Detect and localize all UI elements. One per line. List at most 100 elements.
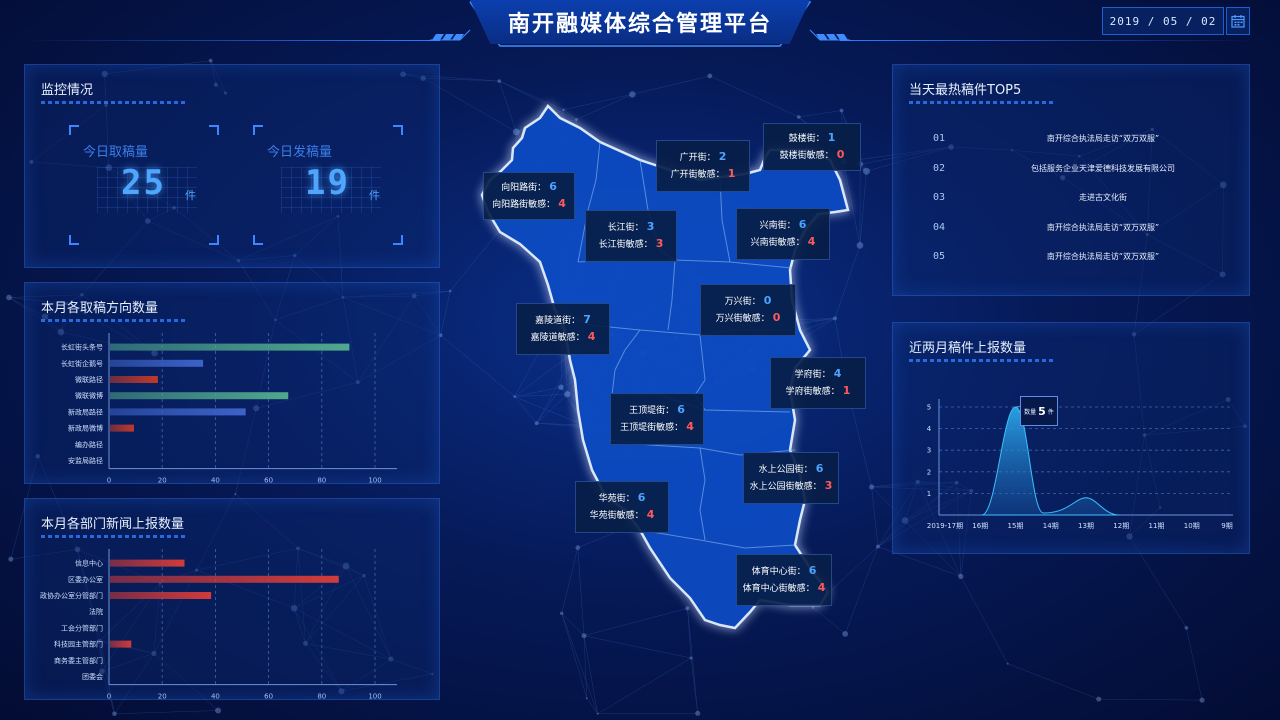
top5-item[interactable]: 03 走进古文化街 <box>893 192 1249 212</box>
x-tick-label: 100 <box>368 693 381 701</box>
map-label-sens-value: 0 <box>772 311 781 324</box>
calendar-icon[interactable] <box>1226 7 1250 35</box>
map-label-6[interactable]: 万兴街： 0 万兴街敏感： 0 <box>700 284 796 336</box>
tooltip-value: 5 <box>1038 404 1046 418</box>
y-tick-label: 3 <box>927 447 931 455</box>
bar[interactable] <box>110 392 289 400</box>
map-label-8[interactable]: 学府街： 4 学府街敏感： 1 <box>770 357 866 409</box>
y-tick-label: 1 <box>927 490 931 498</box>
bar[interactable] <box>110 359 204 367</box>
map-label-4[interactable]: 长江街： 3 长江街敏感： 3 <box>585 210 677 262</box>
map-label-name: 鼓楼街 <box>788 134 816 144</box>
category-label: 新政局路径 <box>68 407 103 416</box>
map-label-1[interactable]: 向阳路街： 6 向阳路街敏感： 4 <box>483 172 575 220</box>
bar[interactable] <box>110 559 185 567</box>
x-tick-label: 15期 <box>1008 522 1024 530</box>
x-tick-label: 11期 <box>1149 522 1165 530</box>
x-tick-label: 2019-17期 <box>927 522 963 530</box>
top5-text: 南开综合执法局走访“双万双服” <box>1046 134 1160 143</box>
map-label-sens-value: 3 <box>824 479 833 492</box>
category-label: 信息中心 <box>75 559 103 568</box>
map-label-value: 1 <box>827 131 836 144</box>
bar[interactable] <box>110 424 134 432</box>
map-label-sens-name: 兴南街敏感 <box>750 238 796 248</box>
map-label-5[interactable]: 兴南街： 6 兴南街敏感： 4 <box>736 208 830 260</box>
map-label-sens-value: 4 <box>587 330 596 343</box>
map-label-sens-value: 4 <box>686 420 694 433</box>
map-label-12[interactable]: 体育中心街： 6 体育中心街敏感： 4 <box>736 554 832 606</box>
x-tick-label: 0 <box>107 477 111 485</box>
map-label-name: 向阳路街 <box>501 183 538 193</box>
x-tick-label: 9期 <box>1221 522 1232 530</box>
tooltip-unit: 件 <box>1047 408 1054 416</box>
x-tick-label: 60 <box>264 477 273 485</box>
report-area-chart: 1 2 3 4 5 2019-17期 16期 15期 14期 13期 12期 11期 10期 9期 <box>927 399 1233 530</box>
top5-panel: 当天最热稿件TOP5 01 南开综合执法局走访“双万双服” 02 包括服务企业天津爱德… <box>892 64 1250 296</box>
today-send-unit: 件 <box>369 189 380 202</box>
today-send-label: 今日发稿量 <box>267 145 333 160</box>
map-label-name: 嘉陵道街 <box>535 316 572 326</box>
bar[interactable] <box>110 376 158 383</box>
tooltip-label: 数量 <box>1024 408 1037 416</box>
x-tick-label: 14期 <box>1043 522 1059 530</box>
top5-title: 当天最热稿件TOP5 <box>909 83 1022 98</box>
report-chart-title: 近两月稿件上报数量 <box>909 341 1027 356</box>
map-label-sens-value: 1 <box>727 167 736 180</box>
map-label-9[interactable]: 王顶堤街： 6 王顶堤街敏感： 4 <box>610 393 704 445</box>
bar[interactable] <box>110 575 339 583</box>
title-underline <box>909 359 1053 362</box>
x-tick-label: 12期 <box>1113 522 1129 530</box>
top5-item[interactable]: 05 南开综合执法局走访“双万双服” <box>893 251 1249 271</box>
map-label-11[interactable]: 华苑街： 6 华苑街敏感： 4 <box>575 481 669 533</box>
x-tick-label: 13期 <box>1078 522 1094 530</box>
y-tick-label: 2 <box>927 468 931 476</box>
map-label-name: 万兴街 <box>724 297 752 307</box>
map-label-name: 广开街 <box>679 153 707 163</box>
x-tick-label: 10期 <box>1184 522 1200 530</box>
top5-text: 南开综合执法局走访“双万双服” <box>1046 252 1160 261</box>
map-label-sens-value: 4 <box>807 235 816 248</box>
map-label-value: 7 <box>583 313 591 326</box>
monitor-panel: 监控情况 今日取稿量 25 件 今日发稿量 19 件 <box>24 64 440 268</box>
category-label: 法院 <box>89 607 103 616</box>
x-tick-label: 0 <box>107 693 111 701</box>
map-label-value: 6 <box>798 218 807 231</box>
map-label-sens-name: 嘉陵道敏感 <box>530 333 576 343</box>
title-underline <box>41 535 185 538</box>
category-label: 政协办公室分管部门 <box>40 591 103 600</box>
map-label-sens-value: 4 <box>817 581 826 594</box>
top5-text: 走进古文化街 <box>1079 193 1127 202</box>
map-label-3[interactable]: 鼓楼街： 1 鼓楼街敏感： 0 <box>763 123 861 171</box>
top5-rank: 04 <box>933 221 946 233</box>
map-label-sens-name: 长江街敏感 <box>598 240 644 250</box>
map-label-7[interactable]: 嘉陵道街： 7 嘉陵道敏感： 4 <box>516 303 610 355</box>
top5-item[interactable]: 04 南开综合执法局走访“双万双服” <box>893 222 1249 242</box>
map-label-value: 6 <box>808 564 817 577</box>
map-label-2[interactable]: 广开街： 2 广开街敏感： 1 <box>656 140 750 192</box>
grid-lines <box>161 549 376 685</box>
top5-item[interactable]: 01 南开综合执法局走访“双万双服” <box>893 133 1249 153</box>
direction-bar-chart: 0 20 40 60 80 100 长虹街头条号长虹街企鹅号微联路径微联微博新政局路径新政局… <box>61 333 397 485</box>
top5-rank: 01 <box>933 133 946 144</box>
bar[interactable] <box>110 408 246 416</box>
category-label: 商务委主管部门 <box>54 656 103 665</box>
map-label-value: 6 <box>815 462 824 475</box>
category-label: 长虹街企鹅号 <box>61 359 103 368</box>
map-label-value: 0 <box>763 294 772 307</box>
top5-text: 南开综合执法局走访“双万双服” <box>1046 222 1160 232</box>
map-label-sens-value: 1 <box>842 384 851 397</box>
dept-chart-panel: 本月各部门新闻上报数量 0 20 40 60 80 100 信息中心 区委办公室 政协办公室分管… <box>24 498 440 701</box>
top5-item[interactable]: 02 包括服务企业天津爱德科技发展有限公司 <box>893 163 1249 183</box>
bar[interactable] <box>110 640 132 648</box>
today-take-label: 今日取稿量 <box>83 145 149 160</box>
date-display[interactable]: 2019 / 05 / 02 <box>1102 7 1224 35</box>
map-label-10[interactable]: 水上公园街： 6 水上公园街敏感： 3 <box>743 452 839 504</box>
top5-text: 包括服务企业天津爱德科技发展有限公司 <box>1031 163 1175 173</box>
map-label-sens-name: 向阳路街敏感 <box>492 200 547 210</box>
category-label: 团委会 <box>82 672 103 681</box>
bar[interactable] <box>110 592 212 599</box>
area-series[interactable] <box>981 406 1120 516</box>
category-label: 新政局微博 <box>68 424 103 433</box>
dept-chart-title: 本月各部门新闻上报数量 <box>41 517 185 532</box>
bar[interactable] <box>110 343 350 351</box>
